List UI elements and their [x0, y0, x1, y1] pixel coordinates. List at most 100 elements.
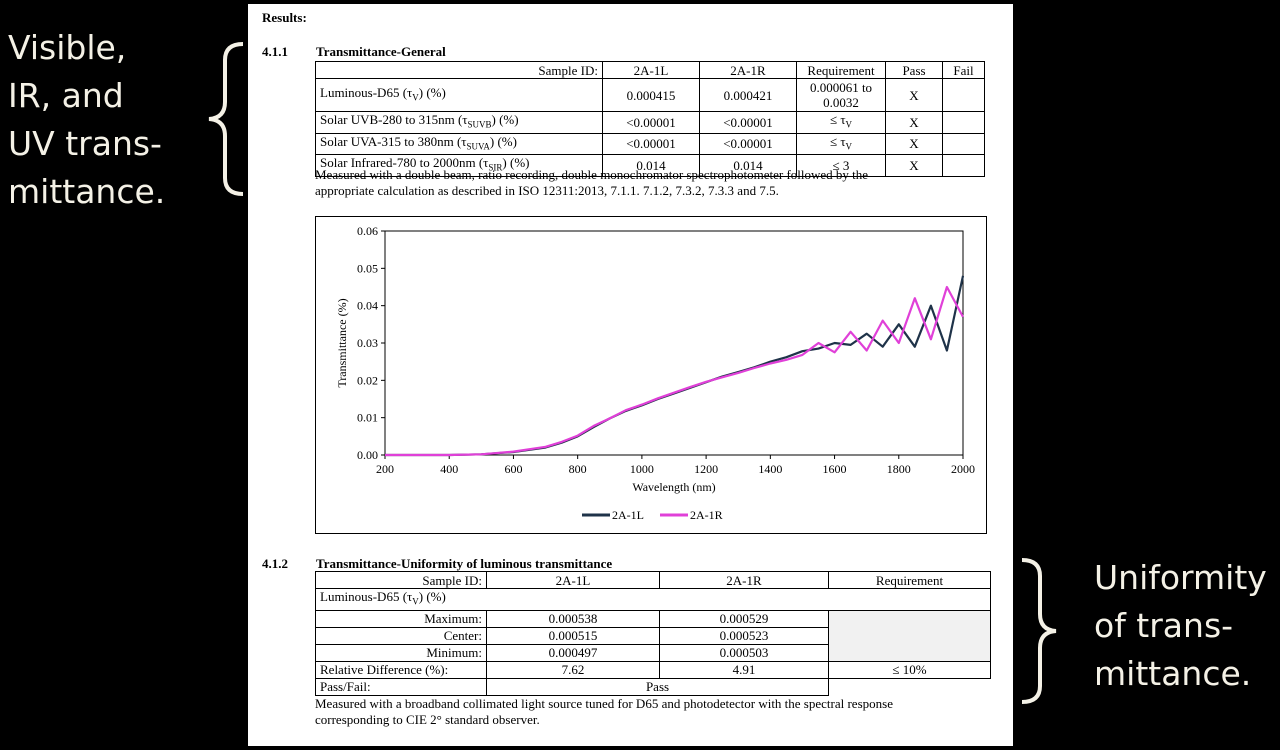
- header-cell: Sample ID:: [315, 571, 487, 589]
- annotation-line: Uniformity: [1094, 558, 1267, 597]
- table-row: Maximum: 0.000538 0.000529: [315, 609, 991, 662]
- note-line: appropriate calculation as described in …: [315, 183, 779, 198]
- row-label: Pass/Fail:: [315, 677, 487, 696]
- note-line: Measured with a double beam, ratio recor…: [315, 167, 869, 182]
- y-tick-label: 0.04: [357, 299, 378, 313]
- transmittance-chart: 0.00 0.01 0.02 0.03 0.04 0.05 0.06 200 400 600 800…: [315, 216, 987, 534]
- table-row: Solar UVB-280 to 315nm (τSUVB) (%) <0.00…: [315, 111, 985, 134]
- legend-label: 2A-1R: [690, 508, 723, 522]
- left-brace-icon: [208, 42, 244, 196]
- x-tick-label: 400: [440, 462, 458, 476]
- section-title: Transmittance-General: [316, 44, 446, 59]
- right-annotation: Uniformity of trans- mittance.: [1094, 554, 1267, 698]
- section-title: Transmittance-Uniformity of luminous tra…: [316, 556, 613, 571]
- table-header-row: Sample ID: 2A-1L 2A-1R Requirement: [315, 571, 991, 589]
- pass-fail-value: Pass: [486, 677, 829, 696]
- pass-cell: X: [885, 111, 943, 134]
- y-axis-label: Transmittance (%): [335, 298, 349, 387]
- table-row: Relative Difference (%): 7.62 4.91 ≤ 10%: [315, 660, 991, 679]
- plot-area: [384, 230, 964, 456]
- value-cell: 0.000515: [486, 626, 660, 645]
- chart-svg: 0.00 0.01 0.02 0.03 0.04 0.05 0.06 200 400 600 800…: [335, 224, 975, 522]
- annotation-line: mittance.: [8, 172, 166, 211]
- annotation-line: mittance.: [1094, 654, 1252, 693]
- header-cell: Sample ID:: [315, 61, 603, 79]
- results-heading: Results:: [262, 10, 307, 25]
- x-tick-label: 1600: [823, 462, 847, 476]
- annotation-line: IR, and: [8, 76, 124, 115]
- uniformity-table: Sample ID: 2A-1L 2A-1R Requirement Lumin…: [315, 571, 991, 696]
- note-line: Measured with a broadband collimated lig…: [315, 696, 893, 711]
- x-tick-label: 1000: [630, 462, 654, 476]
- pass-cell: X: [885, 132, 943, 156]
- header-cell: 2A-1L: [486, 571, 660, 589]
- requirement-cell: 0.000061 to 0.0032: [796, 78, 886, 112]
- transmittance-general-table: Sample ID: 2A-1L 2A-1R Requirement Pass …: [315, 61, 985, 177]
- row-label: Maximum:: [315, 609, 487, 628]
- table-row: Luminous-D65 (τV) (%) 0.000415 0.000421 …: [315, 78, 985, 112]
- fail-cell: [942, 132, 985, 156]
- value-cell: 0.000529: [659, 609, 829, 628]
- requirement-cell: ≤ τV: [796, 111, 886, 134]
- value-cell: 0.000503: [659, 643, 829, 662]
- y-tick-label: 0.06: [357, 224, 378, 238]
- fail-cell: [942, 154, 985, 177]
- fail-cell: [942, 111, 985, 134]
- requirement-blank: [828, 609, 991, 662]
- annotation-line: UV trans-: [8, 124, 162, 163]
- fail-cell: [942, 78, 985, 112]
- row-label: Solar UVB-280 to 315nm (τSUVB) (%): [315, 111, 603, 134]
- section-number: 4.1.2: [262, 556, 288, 571]
- group-label: Luminous-D65 (τV) (%): [315, 588, 991, 611]
- annotation-line: Visible,: [8, 28, 127, 67]
- requirement-cell: ≤ τV: [796, 132, 886, 156]
- series-line-2A-1L: [385, 275, 965, 457]
- y-tick-label: 0.05: [357, 261, 378, 275]
- empty-cell: [829, 678, 991, 695]
- measurement-note: Measured with a broadband collimated lig…: [315, 696, 893, 728]
- table-row: Solar UVA-315 to 380nm (τSUVA) (%) <0.00…: [315, 132, 985, 156]
- table-header-row: Sample ID: 2A-1L 2A-1R Requirement Pass …: [315, 61, 985, 79]
- y-tick-label: 0.01: [357, 411, 378, 425]
- series-line-2A-1R: [385, 285, 964, 457]
- table-row: Luminous-D65 (τV) (%): [315, 588, 991, 611]
- value-cell: 0.000415: [602, 78, 700, 112]
- value-cell: 7.62: [486, 660, 660, 679]
- x-tick-label: 1200: [694, 462, 718, 476]
- table-row: Pass/Fail: Pass: [315, 677, 991, 696]
- value-cell: 0.014: [699, 154, 797, 177]
- x-tick-label: 800: [569, 462, 587, 476]
- section-number: 4.1.1: [262, 44, 288, 59]
- header-cell: Requirement: [796, 61, 886, 79]
- x-tick-label: 600: [504, 462, 522, 476]
- note-line: corresponding to CIE 2° standard observe…: [315, 712, 540, 727]
- header-cell: 2A-1R: [659, 571, 829, 589]
- header-cell: 2A-1R: [699, 61, 797, 79]
- y-tick-label: 0.00: [357, 448, 378, 462]
- right-brace-icon: [1021, 558, 1057, 704]
- value-cell: 0.000538: [486, 609, 660, 628]
- measurement-note: Measured with a double beam, ratio recor…: [315, 167, 868, 199]
- annotation-line: of trans-: [1094, 606, 1234, 645]
- y-tick-label: 0.02: [357, 373, 378, 387]
- document-page: Results: 4.1.1 Transmittance-General Sam…: [248, 4, 1013, 746]
- row-label: Solar Infrared-780 to 2000nm (τSIR) (%): [315, 154, 603, 177]
- pass-cell: X: [885, 154, 943, 177]
- row-label: Relative Difference (%):: [315, 660, 487, 679]
- value-cell: 0.014: [602, 154, 700, 177]
- value-cell: 4.91: [659, 660, 829, 679]
- left-annotation: Visible, IR, and UV trans- mittance.: [8, 24, 165, 216]
- header-cell: Pass: [885, 61, 943, 79]
- requirement-cell: ≤ 10%: [828, 660, 991, 679]
- x-tick-label: 200: [376, 462, 394, 476]
- legend-label: 2A-1L: [612, 508, 644, 522]
- x-tick-label: 1400: [758, 462, 782, 476]
- x-tick-label: 2000: [951, 462, 975, 476]
- y-tick-label: 0.03: [357, 336, 378, 350]
- value-cell: <0.00001: [602, 111, 700, 134]
- value-cell: 0.000523: [659, 626, 829, 645]
- row-label: Luminous-D65 (τV) (%): [315, 78, 603, 112]
- value-cell: 0.000421: [699, 78, 797, 112]
- x-tick-label: 1800: [887, 462, 911, 476]
- header-cell: 2A-1L: [602, 61, 700, 79]
